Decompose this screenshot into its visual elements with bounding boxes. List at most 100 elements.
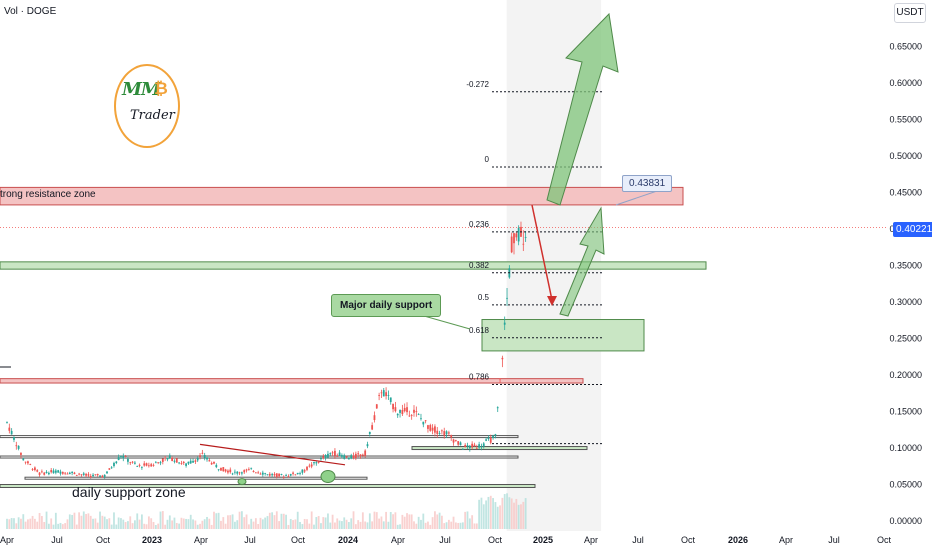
candle-body [475,447,478,449]
candle-body [350,455,353,459]
volume-bar [254,518,257,529]
candle-body [227,470,229,473]
currency-button[interactable]: USDT [894,3,926,23]
candle-body [494,434,497,436]
volume-bar [475,523,478,529]
volume-bar [410,514,413,529]
volume-bar [492,498,494,529]
candle-body [80,474,83,476]
volume-bar [71,514,74,529]
volume-bar [427,521,429,529]
volume-bar [375,512,378,529]
volume-bar [122,519,125,529]
volume-bar [417,516,420,529]
volume-bar [303,518,306,529]
candle-body [173,460,176,462]
volume-bar [78,512,80,529]
candle-body [301,469,304,473]
candle-body [366,444,369,447]
candle-body [447,432,450,434]
volume-bar [445,522,448,529]
candle-body [252,471,255,472]
volume-bar [420,519,422,529]
volume-bar [289,518,292,529]
volume-bar [461,522,464,529]
volume-bar [494,502,497,529]
volume-bar [8,519,11,529]
volume-bar [57,523,60,529]
candle-body [131,461,134,463]
candle-body [441,430,443,432]
volume-bar [359,521,362,529]
volume-bar [487,496,490,529]
candle-body [87,474,90,476]
candle-body [29,464,32,465]
candle-body [92,474,94,477]
candle-body [352,455,355,458]
candle-body [201,452,204,454]
candle-body [254,472,257,474]
volume-bar [266,516,269,529]
candle-body [282,477,285,478]
volume-bar [66,519,69,529]
volume-bar [450,521,453,529]
volume-bar [392,514,394,529]
volume-bar [522,501,525,529]
candle-body [20,452,22,455]
volume-bar [50,518,53,529]
volume-bar [87,513,90,529]
x-axis: Apr Jul Oct 2023 Apr Jul Oct 2024 Apr Jul Oct 2025 A… [0,535,891,545]
candle-body [22,458,25,461]
candle-body [334,450,336,456]
candle-body [124,456,127,457]
candle-body [399,409,401,413]
candle-body [103,474,106,477]
fib-label: 0.5 [478,293,490,302]
candle-body [268,473,271,476]
x-tick-label: Apr [391,535,405,545]
volume-bar [466,511,469,529]
volume-bar [496,506,499,529]
y-tick-label: 0.15000 [889,407,922,417]
volume-bar [203,519,206,529]
candle-body [152,464,155,466]
volume-bar [96,522,99,529]
volume-bar [278,521,281,529]
volume-bar [89,515,92,529]
support-line-0.10 [411,446,588,451]
candle-body [285,475,287,476]
volume-bar [206,516,208,529]
volume-bar [229,515,232,529]
volume-bar [282,513,285,529]
candle-body [115,461,118,464]
candle-body [13,436,15,440]
volume-bar [152,521,155,529]
candle-body [96,473,99,476]
candle-body [424,420,427,422]
candle-body [320,458,322,460]
candle-body [145,463,148,466]
y-axis: 0.650000.600000.550000.500000.450000.400… [889,42,922,527]
candle-body [45,471,48,474]
candle-body [166,457,169,460]
candle-body [261,472,264,475]
candle-body [329,453,332,455]
candle-body [457,441,460,445]
volume-bar [138,519,141,529]
volume-bar [243,517,246,529]
candle-body [238,472,241,474]
candle-body [113,462,115,467]
volume-bar [208,518,211,529]
chart-symbol-label: Vol · DOGE [4,6,57,17]
candle-body [208,460,211,462]
candle-body [178,462,181,464]
candle-body [478,444,481,448]
volume-bar [431,517,434,529]
candle-body [415,411,418,413]
fib-label: 0.618 [469,326,490,335]
candle-body [361,454,364,456]
volume-bar [45,511,48,529]
volume-bar [380,516,383,529]
candle-body [161,458,164,462]
